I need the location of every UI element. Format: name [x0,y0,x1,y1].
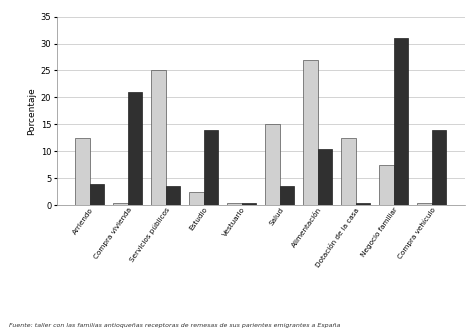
Bar [303,60,318,205]
Bar [393,38,408,205]
Bar [417,203,431,205]
Bar [204,130,218,205]
Bar [265,124,280,205]
Bar [128,92,142,205]
Bar [151,71,166,205]
Bar [379,165,393,205]
Bar [113,203,128,205]
Bar [356,203,370,205]
Bar [189,192,204,205]
Bar [90,184,104,205]
Bar [318,149,332,205]
Bar [166,186,180,205]
Bar [280,186,294,205]
Bar [242,203,256,205]
Bar [431,130,446,205]
Bar [228,203,242,205]
Bar [75,138,90,205]
Bar [341,138,356,205]
Y-axis label: Porcentaje: Porcentaje [27,87,36,135]
Text: Fuente: taller con las familias antioqueñas receptoras de remesas de sus parient: Fuente: taller con las familias antioque… [9,323,341,328]
